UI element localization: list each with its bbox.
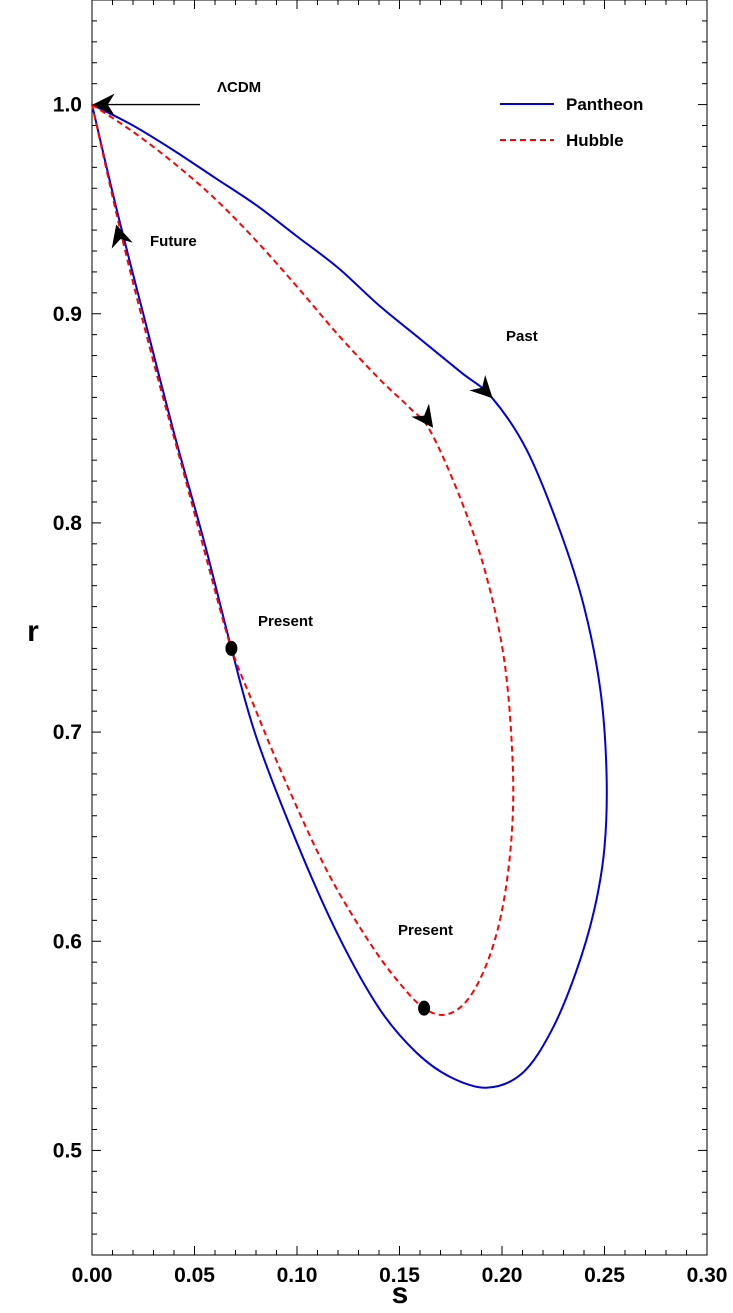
y-tick-label: 0.7 bbox=[53, 721, 82, 744]
legend-label-pantheon: Pantheon bbox=[566, 95, 643, 114]
annotation-future: Future bbox=[150, 233, 197, 250]
y-tick-label: 0.6 bbox=[53, 930, 82, 953]
series-layer bbox=[91, 103, 608, 1089]
legend-label-hubble: Hubble bbox=[566, 131, 624, 150]
y-tick-label: 0.9 bbox=[53, 303, 82, 326]
y-tick-label: 0.5 bbox=[53, 1139, 83, 1162]
annotation-present-pantheon: Present bbox=[258, 613, 313, 630]
annotation-lcdm: ΛCDM bbox=[217, 79, 261, 96]
legend: Pantheon Hubble bbox=[500, 95, 643, 150]
x-tick-label: 0.10 bbox=[277, 1264, 318, 1287]
series-line-pantheon bbox=[91, 103, 608, 1089]
x-axis-label: s bbox=[392, 1277, 409, 1310]
plot-frame bbox=[91, 0, 708, 1256]
x-tick-label: 0.25 bbox=[584, 1264, 625, 1287]
x-tick-label: 0.05 bbox=[174, 1264, 215, 1287]
x-tick-label: 0.30 bbox=[687, 1264, 728, 1287]
x-tick-label: 0.20 bbox=[482, 1264, 523, 1287]
x-tick-label: 0.15 bbox=[379, 1264, 420, 1287]
y-axis-label: r bbox=[27, 615, 39, 648]
axis-ticks: 0.00 0.05 0.10 0.15 0.20 0.25 0.30 0.5 0.6 0.7 0.8… bbox=[53, 0, 728, 1287]
arrow-layer bbox=[92, 93, 493, 428]
direction-arrow-2 bbox=[411, 403, 434, 428]
direction-arrow-1 bbox=[469, 374, 493, 399]
annotation-present-hubble: Present bbox=[398, 922, 453, 939]
series-line-hubble bbox=[91, 103, 515, 1016]
present-marker-0 bbox=[225, 640, 238, 656]
x-tick-label: 0.00 bbox=[72, 1264, 113, 1287]
marker-layer bbox=[225, 640, 431, 1016]
annotation-past: Past bbox=[506, 328, 538, 345]
y-tick-label: 0.8 bbox=[53, 512, 83, 535]
present-marker-1 bbox=[418, 1000, 431, 1016]
y-tick-label: 1.0 bbox=[53, 94, 82, 117]
